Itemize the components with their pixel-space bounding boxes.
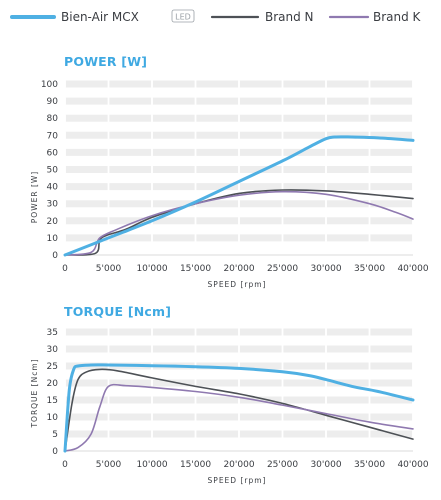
- torque-y-tick-label: 35: [47, 328, 58, 338]
- power-series-brand-k: [64, 190, 414, 256]
- legend-item-brand-k: Brand K: [328, 10, 422, 24]
- legend-item-bien-air: Bien-Air MCX LED: [10, 9, 195, 24]
- power-y-tick-label: 30: [47, 200, 59, 210]
- torque-x-tick-label: 40'000: [397, 460, 428, 470]
- power-y-tick-label: 60: [47, 148, 59, 158]
- power-y-tick-label: 100: [41, 80, 58, 90]
- torque-x-tick-label: 20'000: [223, 460, 254, 470]
- power-x-tick-label: 30'000: [310, 264, 341, 274]
- torque-y-tick-label: 10: [47, 413, 59, 423]
- power-y-axis-label: POWER [W]: [30, 171, 39, 223]
- power-grid: [64, 78, 414, 257]
- power-x-ticks: 0 5'000 10'000 15'000 20'000 25'000 30'000 35'0…: [62, 264, 429, 274]
- power-x-tick-label: 5'000: [96, 264, 122, 274]
- power-y-tick-label: 70: [47, 131, 59, 141]
- torque-series: [63, 363, 415, 453]
- power-x-tick-label: 40'000: [397, 264, 428, 274]
- power-series: [63, 135, 415, 257]
- power-x-tick-label: 15'000: [180, 264, 211, 274]
- led-badge-frame: [171, 9, 195, 23]
- legend-item-brand-n: Brand N: [210, 10, 314, 24]
- torque-y-tick-label: 20: [47, 379, 59, 389]
- torque-x-tick-label: 0: [62, 460, 68, 470]
- power-series-bien-air-mcx: [63, 135, 415, 257]
- power-x-tick-label: 20'000: [223, 264, 254, 274]
- torque-y-tick-label: 25: [47, 362, 58, 372]
- torque-series-bien-air-mcx: [63, 363, 415, 453]
- torque-x-ticks: 0 5'000 10'000 15'000 20'000 25'000 30'000 35'0…: [62, 460, 429, 470]
- legend-label-brand-k: Brand K: [373, 10, 422, 24]
- torque-y-ticks: 0 5 10 15 20 25 30 35: [47, 328, 59, 457]
- torque-chart: TORQUE [Ncm] 0 5 10 15 20 25 30 35 0 5'000 10'000…: [30, 304, 429, 485]
- torque-x-tick-label: 30'000: [310, 460, 341, 470]
- legend-label-bien-air: Bien-Air MCX: [61, 10, 139, 24]
- power-x-tick-label: 35'000: [354, 264, 385, 274]
- power-x-tick-label: 0: [62, 264, 68, 274]
- torque-x-tick-label: 15'000: [180, 460, 211, 470]
- power-y-tick-label: 90: [47, 97, 59, 107]
- torque-y-tick-label: 15: [47, 396, 58, 406]
- torque-grid: [64, 326, 414, 453]
- torque-series-brand-n: [64, 368, 414, 452]
- led-badge: LED: [175, 13, 191, 22]
- legend-label-brand-n: Brand N: [265, 10, 314, 24]
- power-x-tick-label: 10'000: [136, 264, 167, 274]
- torque-x-tick-label: 5'000: [96, 460, 122, 470]
- torque-x-tick-label: 10'000: [136, 460, 167, 470]
- torque-y-tick-label: 0: [52, 447, 58, 457]
- torque-series-brand-k: [64, 383, 414, 452]
- torque-y-tick-label: 5: [52, 430, 58, 440]
- torque-y-axis-label: TORQUE [Ncm]: [30, 358, 39, 428]
- torque-x-tick-label: 25'000: [267, 460, 298, 470]
- power-y-tick-label: 40: [47, 183, 59, 193]
- power-chart-title: POWER [W]: [64, 54, 147, 69]
- power-chart: POWER [W] 0 10 20 30 40 50 60 70 80 90 100 0 5'000 1…: [30, 54, 429, 289]
- torque-x-tick-label: 35'000: [354, 460, 385, 470]
- legend: Bien-Air MCX LED Brand N Brand K: [10, 9, 422, 24]
- power-x-tick-label: 25'000: [267, 264, 298, 274]
- power-y-tick-label: 50: [47, 166, 59, 176]
- power-y-tick-label: 10: [47, 234, 59, 244]
- torque-chart-title: TORQUE [Ncm]: [64, 304, 171, 319]
- power-y-tick-label: 0: [52, 251, 58, 261]
- power-y-ticks: 0 10 20 30 40 50 60 70 80 90 100: [41, 80, 58, 261]
- torque-y-tick-label: 30: [47, 345, 59, 355]
- torque-x-axis-label: SPEED [rpm]: [208, 476, 267, 485]
- power-y-tick-label: 80: [47, 114, 59, 124]
- power-x-axis-label: SPEED [rpm]: [208, 280, 267, 289]
- power-y-tick-label: 20: [47, 217, 59, 227]
